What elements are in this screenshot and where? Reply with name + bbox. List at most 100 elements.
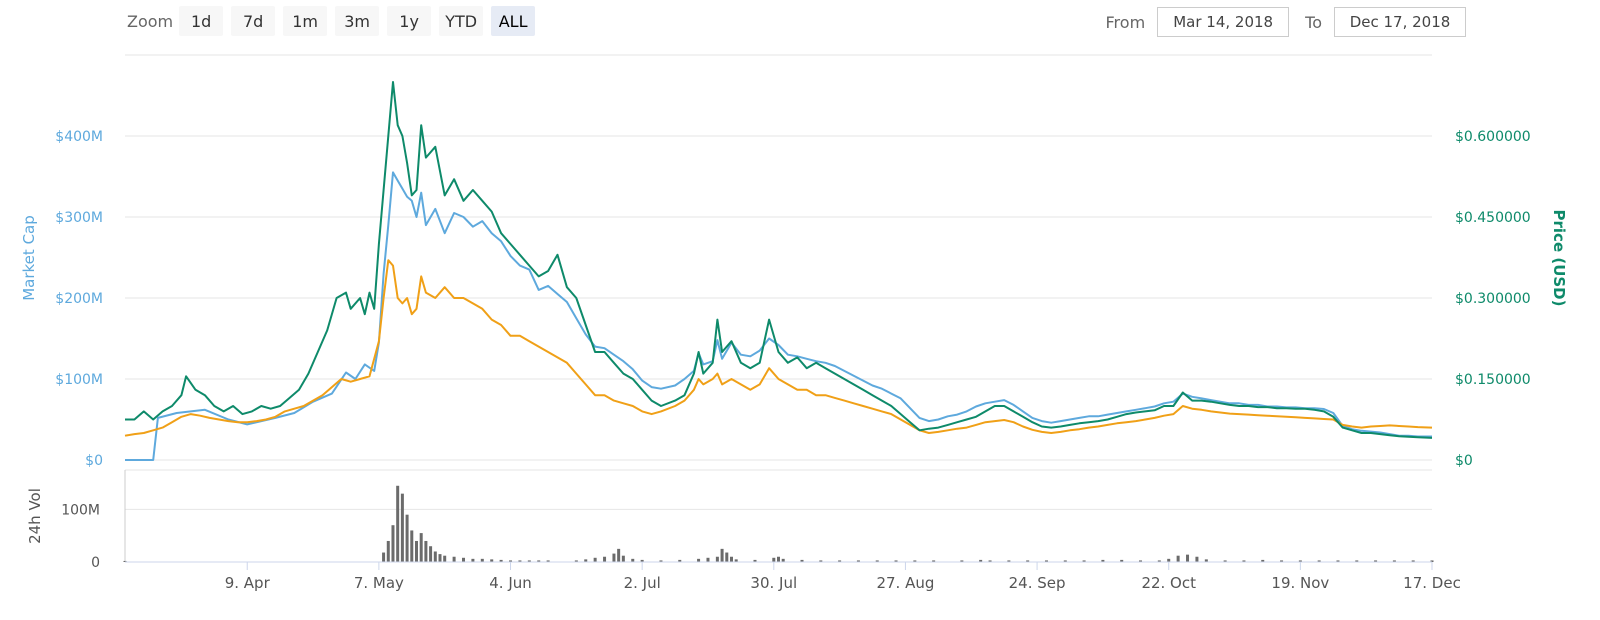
left-tick-label: $300M [55, 210, 103, 226]
volume-bar [429, 546, 433, 562]
x-tick-label: 24. Sep [1009, 574, 1066, 592]
volume-bar [612, 553, 616, 562]
volume-bar [1261, 559, 1265, 562]
volume-bar [480, 558, 484, 562]
volume-bar [1157, 560, 1161, 562]
volume-bar [1223, 560, 1227, 562]
volume-bar [405, 514, 409, 562]
volume-bar [753, 559, 757, 562]
volume-bar [410, 530, 414, 562]
volume-bar [396, 485, 400, 562]
zoom-label: Zoom [127, 11, 174, 31]
volume-bar [1044, 560, 1048, 562]
x-tick-label: 2. Jul [624, 574, 661, 592]
volume-bar [706, 557, 710, 562]
volume-bar [932, 560, 936, 562]
volume-bar [979, 559, 983, 562]
volume-bar [819, 560, 823, 562]
volume-bar [471, 558, 475, 562]
x-tick-label: 4. Jun [489, 574, 532, 592]
volume-bar [1204, 559, 1208, 562]
volume-bar [537, 560, 541, 562]
volume-bar [838, 560, 842, 562]
volume-bar [715, 556, 719, 562]
zoom-1m-button[interactable]: 1m [283, 6, 328, 36]
volume-bar [1280, 560, 1284, 562]
left-tick-label: $400M [55, 129, 103, 145]
volume-bar [386, 540, 390, 562]
volume-bar [1120, 559, 1124, 562]
volume-bar [527, 560, 531, 562]
volume-bar [1176, 555, 1180, 562]
volume-bar [574, 560, 578, 562]
zoom-3m-button[interactable]: 3m [335, 6, 380, 36]
market-cap-line [125, 171, 1432, 461]
volume-bar [414, 540, 418, 562]
to-date-input[interactable]: Dec 17, 2018 [1334, 7, 1466, 37]
zoom-ytd-button[interactable]: YTD [439, 6, 484, 36]
volume-bar [988, 560, 992, 562]
right-tick-label: $0.600000 [1455, 129, 1531, 145]
volume-bar [584, 559, 588, 562]
from-date-input[interactable]: Mar 14, 2018 [1157, 7, 1290, 37]
volume-bar [772, 557, 776, 562]
left-tick-label: $100M [55, 372, 103, 388]
volume-bar [419, 533, 423, 562]
volume-bar [631, 558, 635, 562]
volume-tick-label: 100M [61, 502, 100, 518]
volume-bar [1317, 560, 1321, 562]
volume-bar [452, 556, 456, 562]
volume-bar [1336, 560, 1340, 562]
volume-bar [1186, 554, 1190, 562]
price-btc-line [124, 259, 1433, 437]
date-range-bar: From Mar 14, 2018 To Dec 17, 2018 [1090, 6, 1466, 38]
volume-tick-label: 0 [91, 555, 100, 571]
x-tick-label: 17. Dec [1403, 574, 1461, 592]
volume-bar [1007, 560, 1011, 562]
volume-bar [913, 560, 917, 562]
volume-bar [391, 525, 395, 562]
left-tick-label: $200M [55, 291, 103, 307]
zoom-1y-button[interactable]: 1y [387, 6, 432, 36]
volume-bar [518, 560, 522, 562]
x-tick-label: 7. May [354, 574, 404, 592]
right-axis-title: Price (USD) [1550, 210, 1568, 307]
volume-bar [1101, 559, 1105, 562]
volume-axis-title: 24h Vol [26, 488, 44, 544]
volume-bar [617, 548, 621, 562]
volume-bar [1139, 560, 1143, 562]
volume-bar [1430, 560, 1434, 562]
volume-bar [424, 540, 428, 562]
zoom-all-button[interactable]: ALL [491, 6, 536, 36]
volume-bar [1374, 560, 1378, 562]
volume-bar [781, 558, 785, 562]
volume-bar [875, 560, 879, 562]
volume-bar [1063, 560, 1067, 562]
zoom-1d-button[interactable]: 1d [179, 6, 224, 36]
x-tick-label: 9. Apr [225, 574, 271, 592]
to-label: To [1305, 12, 1322, 32]
volume-bar [1298, 560, 1302, 562]
x-tick-label: 30. Jul [750, 574, 797, 592]
volume-bar [621, 555, 625, 562]
volume-bar [1167, 558, 1171, 562]
volume-bar [382, 552, 386, 562]
x-tick-label: 22. Oct [1141, 574, 1196, 592]
zoom-7d-button[interactable]: 7d [231, 6, 276, 36]
volume-bar [725, 552, 729, 562]
volume-bar [894, 560, 898, 562]
left-tick-label: $0 [85, 453, 103, 469]
right-tick-label: $0 [1455, 453, 1473, 469]
right-tick-label: $0.150000 [1455, 372, 1531, 388]
volume-bar [443, 555, 447, 562]
volume-bar [1026, 560, 1030, 562]
zoom-bar: Zoom 1d 7d 1m 3m 1y YTD ALL [127, 6, 543, 36]
volume-bar [1195, 556, 1199, 562]
volume-bar [603, 556, 607, 562]
volume-bar [123, 560, 127, 562]
volume-bar [856, 560, 860, 562]
volume-bar [720, 548, 724, 562]
volume-bar [640, 559, 644, 562]
volume-bar [729, 556, 733, 562]
volume-bar [777, 556, 780, 562]
